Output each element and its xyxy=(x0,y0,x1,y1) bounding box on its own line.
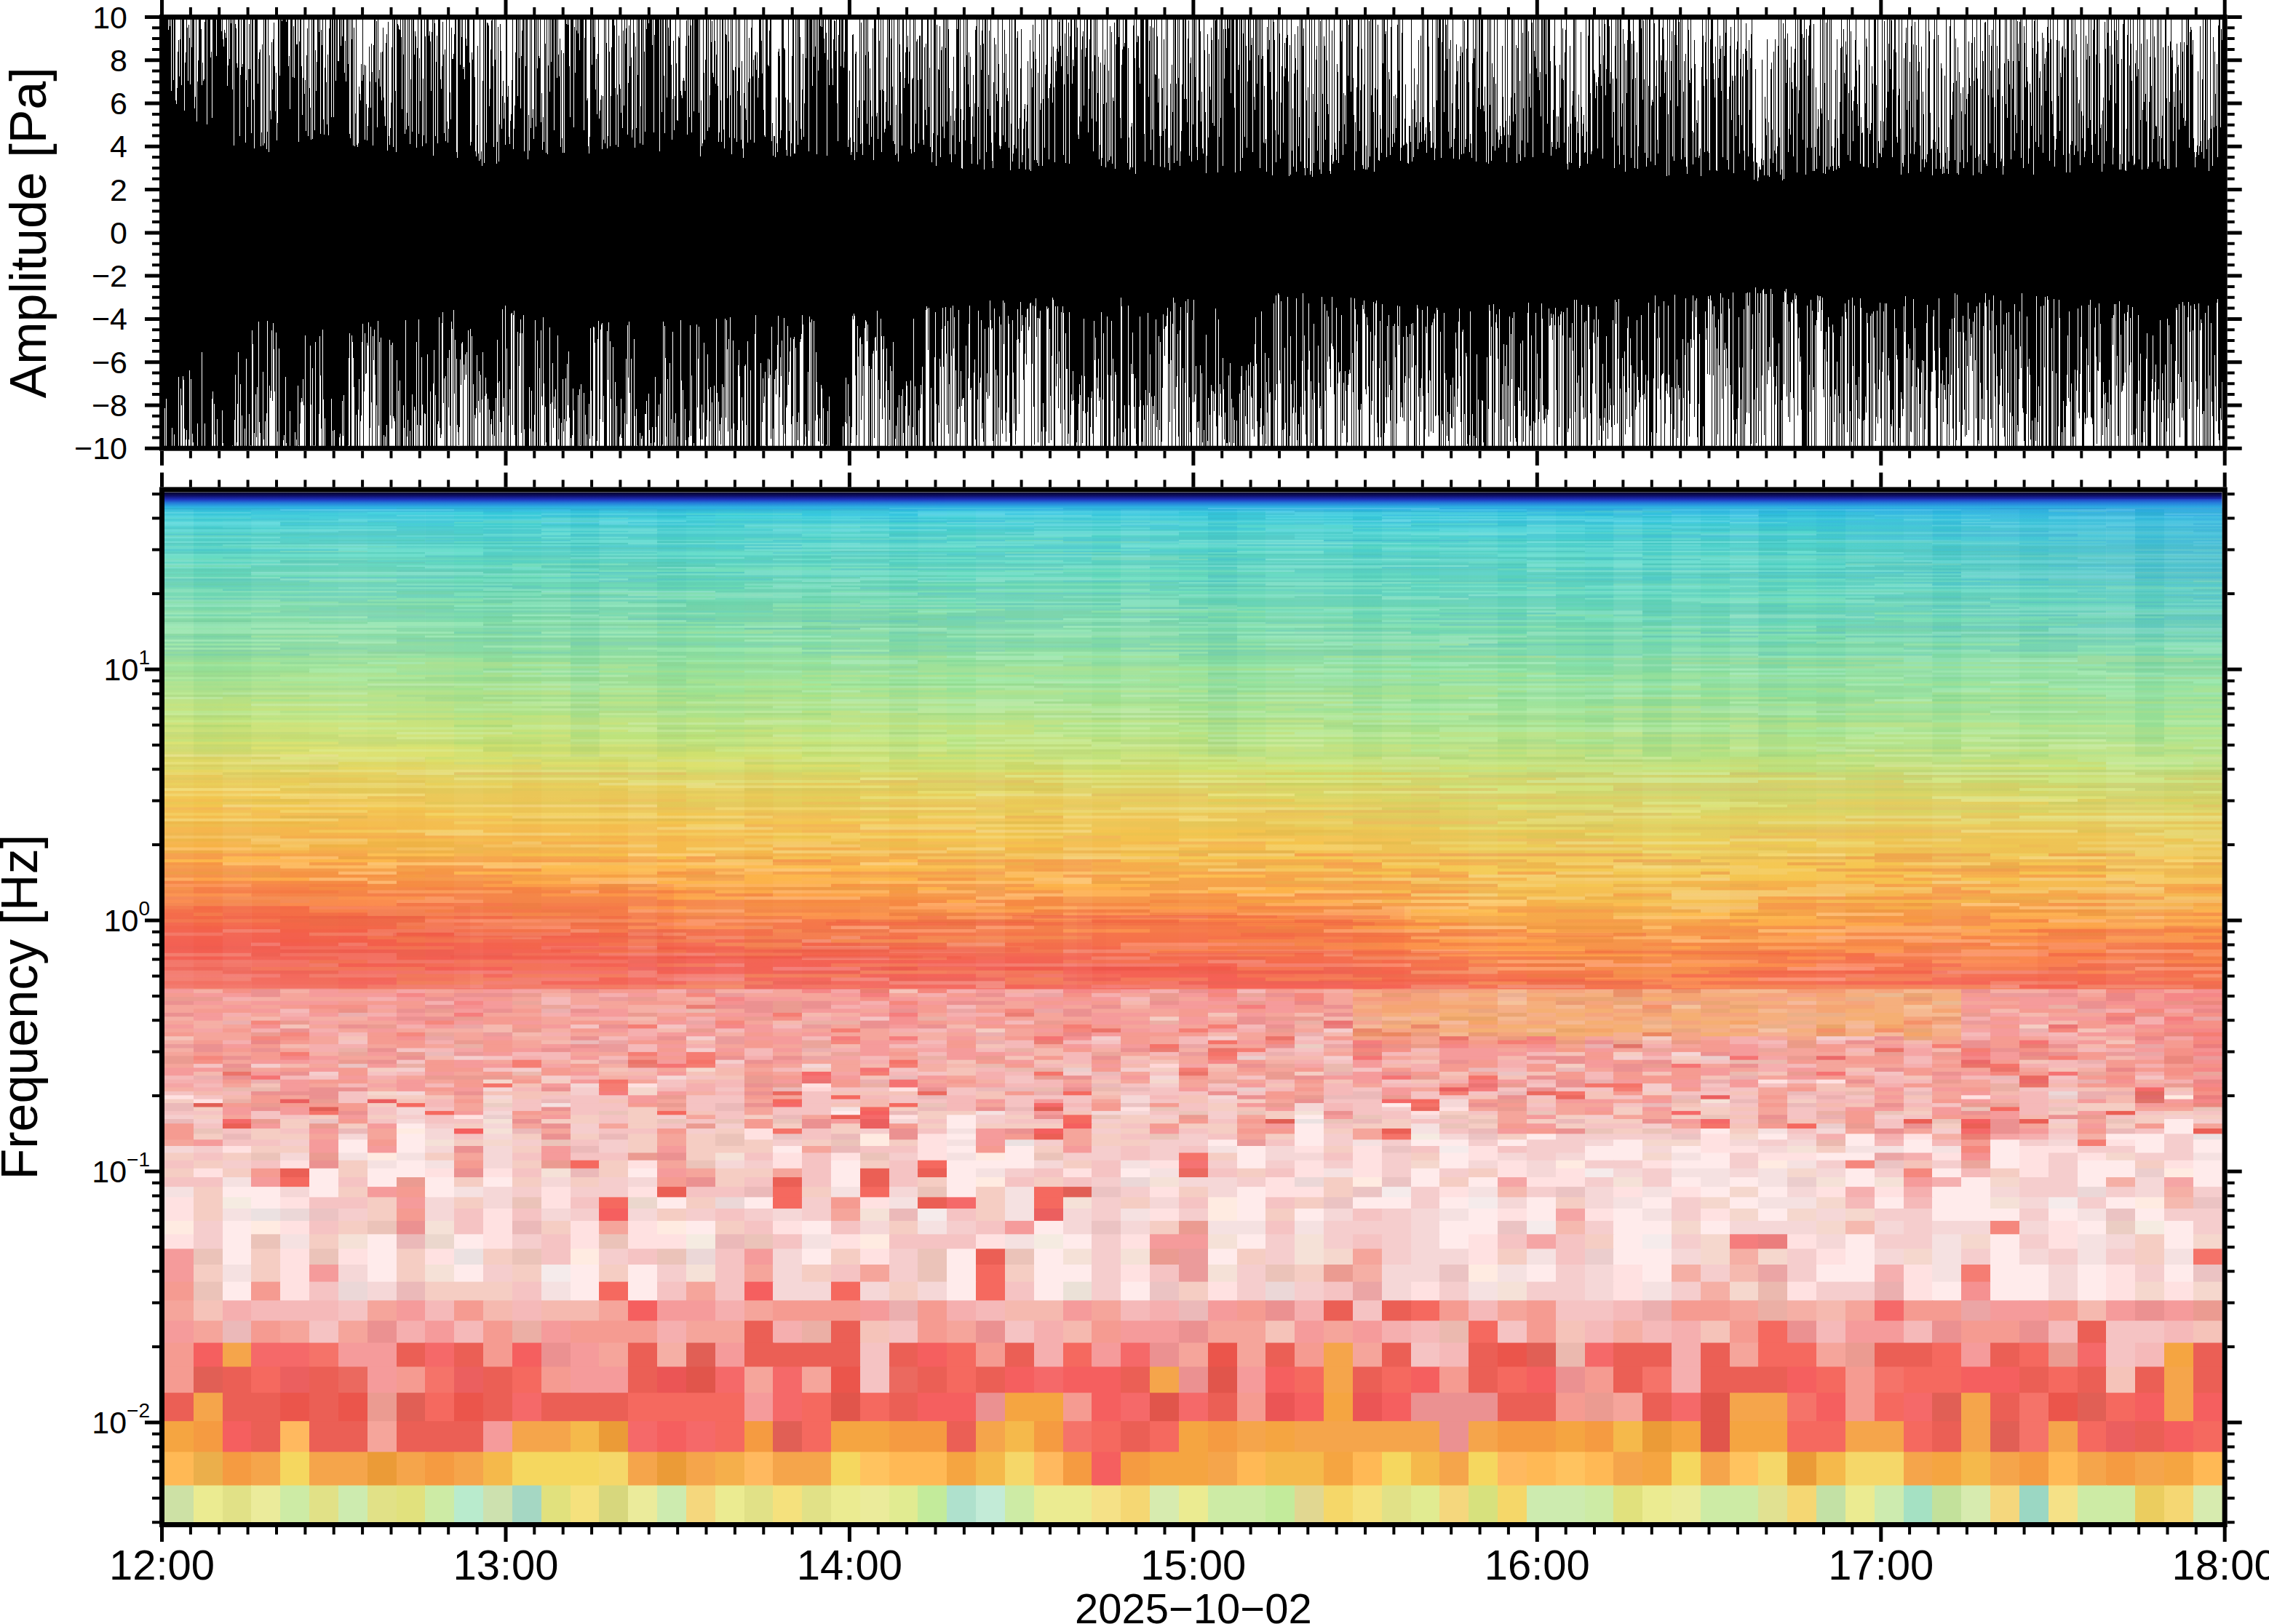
svg-text:10−1: 10−1 xyxy=(92,1148,150,1189)
svg-text:−10: −10 xyxy=(74,431,127,466)
svg-text:−4: −4 xyxy=(92,301,127,336)
svg-text:2025−10−02: 2025−10−02 xyxy=(1075,1585,1312,1624)
svg-text:Amplitude [Pa]: Amplitude [Pa] xyxy=(0,67,57,398)
svg-text:101: 101 xyxy=(104,646,150,687)
svg-text:14:00: 14:00 xyxy=(797,1541,902,1588)
svg-text:100: 100 xyxy=(104,897,150,938)
svg-text:10−2: 10−2 xyxy=(92,1399,150,1440)
svg-text:Frequency [Hz]: Frequency [Hz] xyxy=(0,835,48,1180)
svg-text:−6: −6 xyxy=(92,345,127,380)
svg-text:8: 8 xyxy=(110,43,127,78)
svg-text:4: 4 xyxy=(110,129,127,164)
svg-text:0: 0 xyxy=(110,215,127,250)
svg-text:15:00: 15:00 xyxy=(1140,1541,1246,1588)
svg-text:6: 6 xyxy=(110,86,127,121)
svg-text:13:00: 13:00 xyxy=(453,1541,558,1588)
svg-text:10: 10 xyxy=(92,0,127,35)
svg-text:12:00: 12:00 xyxy=(109,1541,215,1588)
svg-text:−8: −8 xyxy=(92,388,127,423)
svg-text:−2: −2 xyxy=(92,258,127,293)
svg-text:17:00: 17:00 xyxy=(1828,1541,1934,1588)
svg-text:18:00: 18:00 xyxy=(2172,1541,2269,1588)
svg-text:2: 2 xyxy=(110,172,127,207)
svg-text:16:00: 16:00 xyxy=(1485,1541,1590,1588)
